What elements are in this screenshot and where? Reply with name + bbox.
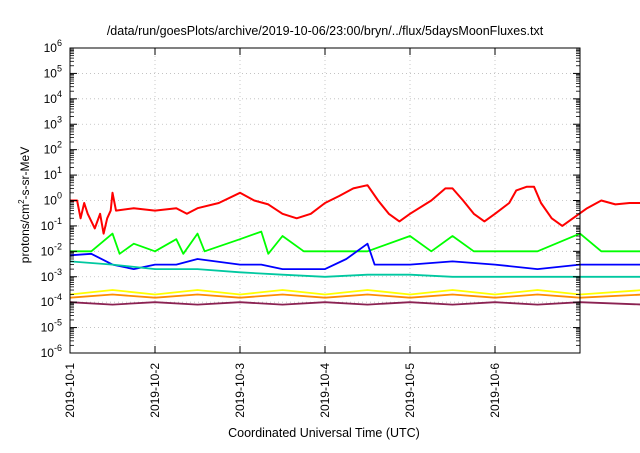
grid xyxy=(70,48,580,353)
y-tick-label: 105 xyxy=(44,63,62,80)
y-tick-label: 10-2 xyxy=(41,241,62,258)
y-axis-label: protons/cm2-s-sr-MeV xyxy=(17,147,32,263)
y-tick-label: 10-6 xyxy=(41,343,62,360)
series-line-1 xyxy=(70,184,640,235)
x-tick-label: 2019-10-3 xyxy=(233,363,247,418)
x-tick-label: 2019-10-1 xyxy=(63,363,77,418)
series-layer xyxy=(69,184,640,306)
x-tick-label: 2019-10-5 xyxy=(403,363,417,418)
y-tick-label: 100 xyxy=(44,191,62,208)
x-tick-label: 2019-10-4 xyxy=(318,363,332,418)
series-line-3 xyxy=(69,242,640,271)
y-axis-label-suffix: -s-sr-MeV xyxy=(18,147,32,200)
y-tick-label: 104 xyxy=(44,89,62,106)
series-line-5 xyxy=(69,289,640,296)
series-line-4 xyxy=(69,260,640,278)
y-tick-label: 106 xyxy=(44,38,62,55)
chart-title: /data/run/goesPlots/archive/2019-10-06/2… xyxy=(107,24,544,38)
y-axis-label-prefix: protons/cm xyxy=(18,204,32,263)
series-line-6 xyxy=(69,293,640,299)
series-line-7 xyxy=(69,301,640,306)
axes: 10-6 10-5 10-4 10-3 10-2 10-1 100 101 102 103 104 1… xyxy=(41,38,581,418)
plot-frame xyxy=(69,47,581,354)
y-tick-label: 103 xyxy=(44,114,62,131)
x-tick-label: 2019-10-2 xyxy=(148,363,162,418)
y-tick-label: 10-1 xyxy=(41,216,62,233)
series-line-2 xyxy=(70,230,640,255)
y-tick-label: 101 xyxy=(44,165,62,182)
y-tick-label: 102 xyxy=(44,140,62,157)
y-tick-label: 10-3 xyxy=(41,267,62,284)
y-tick-label: 10-4 xyxy=(41,292,62,309)
x-axis-label: Coordinated Universal Time (UTC) xyxy=(228,426,420,440)
y-axis-label-sup: 2 xyxy=(17,199,26,204)
y-tick-label: 10-5 xyxy=(41,318,62,335)
x-tick-label: 2019-10-6 xyxy=(488,363,502,418)
